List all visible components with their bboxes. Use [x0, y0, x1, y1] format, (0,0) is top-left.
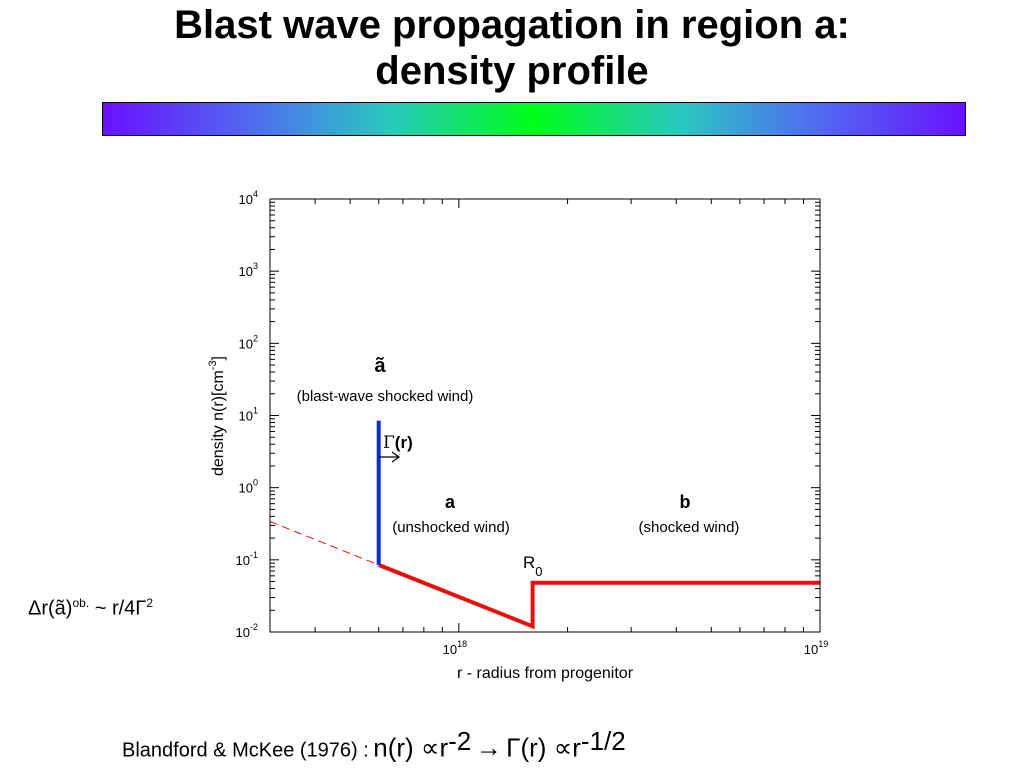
gamma-arg: (r) — [395, 433, 413, 452]
y-tick-label: 10-1 — [236, 550, 258, 568]
plot-frame — [269, 198, 821, 633]
r0-letter: R — [523, 553, 535, 572]
slide-title: Blast wave propagation in region a: dens… — [0, 2, 1024, 94]
y-tick-label: 104 — [239, 189, 258, 207]
y-tick-label: 100 — [239, 478, 258, 496]
x-tick-label: 1019 — [804, 639, 828, 657]
delta-sup: ob. — [72, 596, 90, 610]
r0-label: R0 — [523, 553, 543, 579]
region-a-desc: (unshocked wind) — [392, 519, 510, 536]
tick-marks — [269, 199, 820, 633]
decorative-gradient-bar — [102, 102, 966, 136]
formula-n-exp: -2 — [448, 726, 472, 756]
region-b-label: b — [680, 492, 691, 512]
y-tick-label: 101 — [239, 406, 258, 424]
y-tick-labels: 104 103 102 101 100 10-1 10-2 — [236, 189, 258, 640]
formula-citation: Blandford & McKee (1976) : — [122, 739, 369, 762]
data-lines — [269, 420, 820, 630]
arrow-right-icon — [379, 451, 401, 463]
x-tick-label: 1018 — [443, 639, 467, 657]
title-line-2: density profile — [375, 49, 649, 93]
gamma-label: Γ(r) — [383, 433, 413, 453]
shell-thickness-note: Δr(ã)ob. ~ r/4Γ2 — [28, 596, 153, 621]
a-tilde-desc: (blast-wave shocked wind) — [297, 388, 474, 405]
r0-subscript: 0 — [535, 564, 542, 579]
y-tick-label: 10-2 — [236, 622, 258, 640]
formula-arrow: → — [475, 732, 502, 763]
y-tick-label: 103 — [239, 261, 258, 279]
formula-gamma-r: Γ(r) ∝r — [506, 732, 581, 763]
title-line-1: Blast wave propagation in region a: — [174, 3, 850, 47]
y-axis-label-close: ] — [210, 356, 227, 360]
extrapolated-density-line — [269, 521, 379, 566]
a-tilde-label: ã — [374, 355, 386, 377]
delta-prefix: Δr(ã) — [28, 597, 73, 620]
delta-sup2: 2 — [146, 596, 153, 610]
y-axis-label-exp: -3 — [207, 360, 219, 370]
x-tick-labels: 1018 1019 — [443, 639, 829, 657]
formula-n-r: n(r) ∝r — [373, 732, 449, 763]
y-axis-label: density n(r)[cm-3] — [207, 356, 227, 476]
formula-gamma-exp: -1/2 — [580, 726, 626, 756]
scaling-formula: Blandford & McKee (1976) : n(r) ∝r-2 → Γ… — [122, 726, 626, 763]
y-tick-label: 102 — [239, 333, 258, 351]
y-axis-label-main: density n(r)[cm — [210, 370, 227, 476]
delta-mid: ~ r/4Γ — [89, 597, 147, 620]
density-profile-line — [377, 563, 820, 630]
gamma-symbol: Γ — [383, 433, 395, 453]
region-b-desc: (shocked wind) — [639, 519, 740, 536]
region-a-label: a — [445, 492, 456, 512]
x-axis-label: r - radius from progenitor — [457, 665, 634, 682]
